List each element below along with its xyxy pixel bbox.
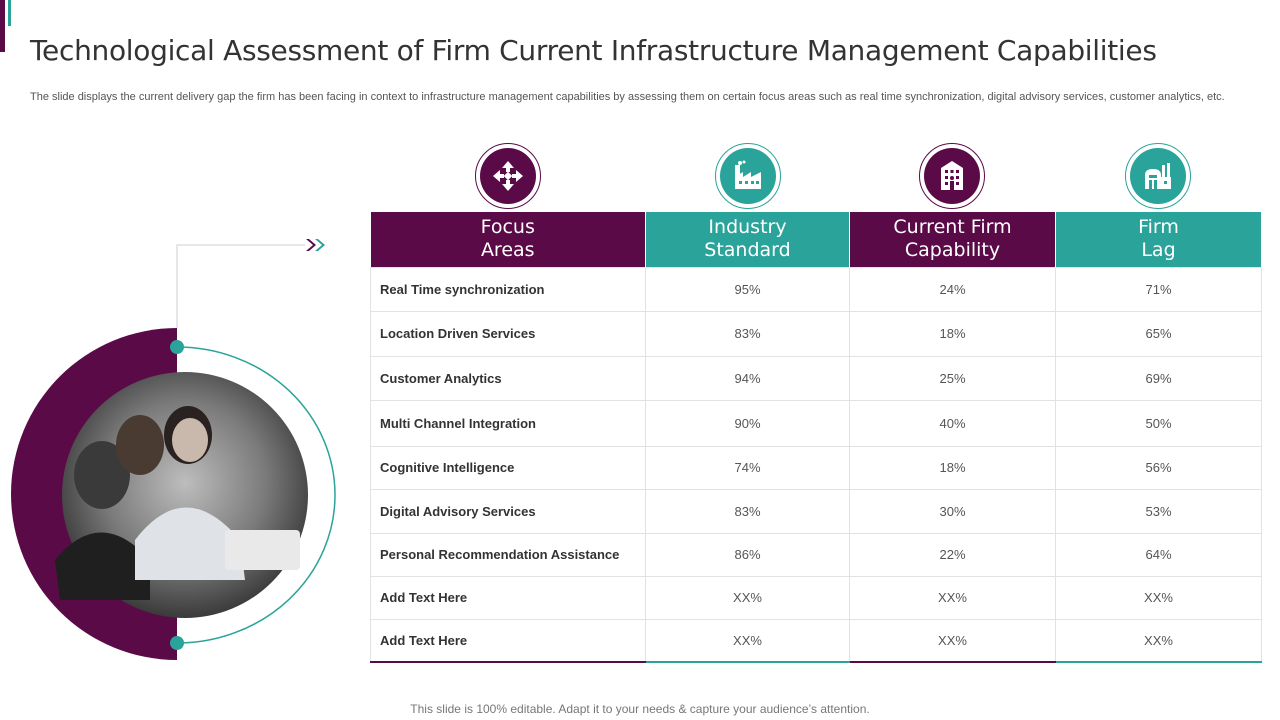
firm-lag-cell: 50% — [1055, 399, 1262, 447]
table-row: Real Time synchronization 95% 24% 71% — [370, 266, 1262, 312]
table-row: Personal Recommendation Assistance 86% 22%… — [370, 532, 1262, 577]
focus-area-cell: Add Text Here — [370, 575, 646, 620]
current-capability-cell: XX% — [849, 618, 1056, 663]
industry-standard-cell: 95% — [645, 266, 850, 312]
factory-icon — [715, 143, 781, 209]
focus-area-cell: Real Time synchronization — [370, 266, 646, 312]
team-photo-graphic — [0, 230, 360, 680]
table-row: Multi Channel Integration 90% 40% 50% — [370, 399, 1262, 447]
firm-lag-cell: 65% — [1055, 310, 1262, 357]
header-focus-areas: Focus Areas — [370, 212, 646, 267]
table-header-row: Focus Areas Industry Standard Current Firm… — [370, 212, 1262, 267]
table-row: Location Driven Services 83% 18% 65% — [370, 310, 1262, 357]
industry-standard-cell: XX% — [645, 618, 850, 663]
slide-title: Technological Assessment of Firm Current… — [30, 34, 1157, 67]
table-row: Add Text Here XX% XX% XX% — [370, 575, 1262, 620]
current-capability-cell: 24% — [849, 266, 1056, 312]
current-capability-cell: 18% — [849, 445, 1056, 490]
focus-area-cell: Add Text Here — [370, 618, 646, 663]
industry-standard-cell: XX% — [645, 575, 850, 620]
table-row: Cognitive Intelligence 74% 18% 56% — [370, 445, 1262, 490]
arrows-in-icon — [475, 143, 541, 209]
industry-standard-cell: 83% — [645, 488, 850, 534]
current-capability-cell: 25% — [849, 355, 1056, 401]
focus-area-cell: Personal Recommendation Assistance — [370, 532, 646, 577]
industry-standard-cell: 94% — [645, 355, 850, 401]
table-row: Add Text Here XX% XX% XX% — [370, 618, 1262, 663]
current-capability-cell: 22% — [849, 532, 1056, 577]
building-icon — [919, 143, 985, 209]
focus-area-cell: Digital Advisory Services — [370, 488, 646, 534]
industry-standard-cell: 90% — [645, 399, 850, 447]
accent-bar — [0, 0, 5, 52]
industry-standard-cell: 74% — [645, 445, 850, 490]
industry-standard-cell: 86% — [645, 532, 850, 577]
slide-subtitle: The slide displays the current delivery … — [30, 91, 1225, 103]
current-capability-cell: XX% — [849, 575, 1056, 620]
table-row: Customer Analytics 94% 25% 69% — [370, 355, 1262, 401]
industry-standard-cell: 83% — [645, 310, 850, 357]
focus-area-cell: Multi Channel Integration — [370, 399, 646, 447]
capability-table: Focus Areas Industry Standard Current Firm… — [370, 212, 1262, 663]
plant-icon — [1125, 143, 1191, 209]
focus-area-cell: Cognitive Intelligence — [370, 445, 646, 490]
firm-lag-cell: XX% — [1055, 575, 1262, 620]
current-capability-cell: 18% — [849, 310, 1056, 357]
header-firm-lag: Firm Lag — [1055, 212, 1262, 267]
current-capability-cell: 30% — [849, 488, 1056, 534]
slide-footer: This slide is 100% editable. Adapt it to… — [410, 702, 870, 716]
header-current-firm-capability: Current Firm Capability — [849, 212, 1056, 267]
firm-lag-cell: XX% — [1055, 618, 1262, 663]
firm-lag-cell: 64% — [1055, 532, 1262, 577]
header-industry-standard: Industry Standard — [645, 212, 850, 267]
current-capability-cell: 40% — [849, 399, 1056, 447]
firm-lag-cell: 71% — [1055, 266, 1262, 312]
firm-lag-cell: 69% — [1055, 355, 1262, 401]
accent-bar-secondary — [8, 0, 11, 26]
firm-lag-cell: 56% — [1055, 445, 1262, 490]
focus-area-cell: Customer Analytics — [370, 355, 646, 401]
focus-area-cell: Location Driven Services — [370, 310, 646, 357]
table-row: Digital Advisory Services 83% 30% 53% — [370, 488, 1262, 534]
firm-lag-cell: 53% — [1055, 488, 1262, 534]
